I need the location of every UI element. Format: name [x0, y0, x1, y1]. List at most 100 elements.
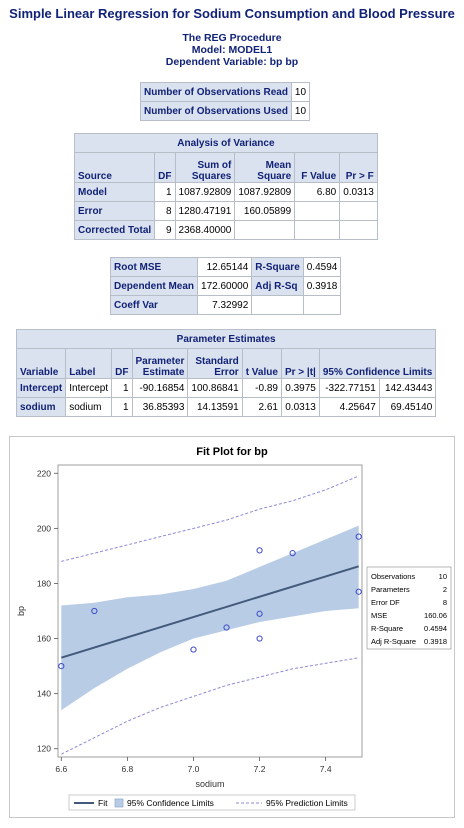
y-tick-label: 160	[37, 634, 51, 644]
table-row: Intercept Intercept 1 -90.16854 100.8684…	[15, 378, 437, 398]
inset-stat-value: 2	[443, 585, 447, 594]
data-point	[256, 610, 263, 617]
col-header-estimate: Parameter Estimate	[131, 348, 189, 379]
anova-df: 8	[154, 201, 176, 221]
anova-caption: Analysis of Variance	[74, 133, 378, 153]
data-point	[256, 635, 263, 642]
fit-stat-value: 0.4594	[302, 257, 342, 277]
confidence-band	[61, 525, 359, 711]
fit-stat-label: Dependent Mean	[109, 276, 199, 296]
fit-plot-panel: Fit Plot for bp 120 140 160 180 200 220 6.6 6.8…	[9, 436, 455, 818]
obs-read-label: Number of Observations Read	[140, 82, 292, 102]
data-point	[223, 624, 230, 631]
legend-fit-label: Fit	[98, 798, 108, 808]
param-label: sodium	[65, 397, 113, 417]
fit-stat-value: 172.60000	[197, 276, 253, 296]
table-header-row: Variable Label DF Parameter Estimate Stan…	[15, 348, 437, 379]
legend-ci-swatch	[114, 798, 124, 808]
col-header-std-error: Standard Error	[187, 348, 243, 379]
fit-stat-label: Root MSE	[109, 257, 199, 277]
param-upper-limit: 69.45140	[378, 397, 437, 417]
table-row: Number of Observations Used 10	[140, 101, 311, 121]
anova-p	[339, 220, 378, 240]
param-estimate: -90.16854	[131, 378, 189, 398]
col-header-df: DF	[154, 152, 176, 183]
col-header-prt: Pr > |t|	[280, 348, 320, 379]
observations-table: Number of Observations Read 10 Number of…	[140, 82, 311, 121]
anova-f: 6.80	[294, 182, 341, 202]
param-std-error: 14.13591	[187, 397, 243, 417]
procedure-name: The REG Procedure	[182, 32, 282, 44]
col-header-confidence-limits: 95% Confidence Limits	[318, 348, 437, 379]
param-lower-limit: -322.77151	[318, 378, 380, 398]
param-pvalue: 0.0313	[280, 397, 320, 417]
parameter-estimates-table: Parameter Estimates Variable Label DF Pa…	[15, 329, 437, 417]
inset-stat-value: 10	[439, 572, 447, 581]
fit-stat-empty	[251, 295, 304, 315]
data-point	[289, 550, 296, 557]
chart-title: Fit Plot for bp	[196, 446, 268, 458]
inset-stat-label: Error DF	[371, 598, 400, 607]
inset-stat-label: R-Square	[371, 624, 403, 633]
param-std-error: 100.86841	[187, 378, 243, 398]
inset-stat-label: Observations	[371, 572, 415, 581]
fit-stat-label: Adj R-Sq	[251, 276, 304, 296]
table-row: Coeff Var 7.32992	[109, 295, 342, 315]
model-name: Model: MODEL1	[191, 44, 273, 56]
param-tvalue: -0.89	[241, 378, 282, 398]
y-axis-label: bp	[16, 606, 26, 616]
col-header-label: Label	[65, 348, 113, 379]
table-row: Dependent Mean 172.60000 Adj R-Sq 0.3918	[109, 276, 342, 296]
param-estimate: 36.85393	[131, 397, 189, 417]
fit-stat-value: 7.32992	[197, 295, 253, 315]
y-tick-label: 120	[37, 744, 51, 754]
param-label: Intercept	[65, 378, 113, 398]
anova-ss: 1280.47191	[174, 201, 236, 221]
anova-ss: 2368.40000	[174, 220, 236, 240]
fit-stat-label: R-Square	[251, 257, 304, 277]
data-point	[58, 662, 65, 670]
x-tick-label: 7.2	[254, 764, 266, 774]
y-tick-label: 140	[37, 689, 51, 699]
param-df: 1	[111, 378, 133, 398]
chart-legend: Fit 95% Confidence Limits 95% Prediction…	[68, 794, 356, 811]
inset-stat-value: 0.4594	[424, 624, 447, 633]
table-row: sodium sodium 1 36.85393 14.13591 2.61 0…	[15, 397, 437, 417]
col-header-ss: Sum of Squares	[174, 152, 236, 183]
fit-stat-empty	[302, 295, 342, 315]
fit-stat-value: 0.3918	[302, 276, 342, 296]
procedure-header: The REG Procedure Model: MODEL1 Dependen…	[0, 32, 464, 68]
y-tick-label: 220	[37, 468, 51, 478]
table-row: Root MSE 12.65144 R-Square 0.4594	[109, 257, 342, 277]
statistics-inset: Observations 10 Parameters 2 Error DF 8 MSE 160…	[366, 566, 452, 650]
anova-df: 1	[154, 182, 176, 202]
col-header-variable: Variable	[15, 348, 67, 379]
fit-statistics-table: Root MSE 12.65144 R-Square 0.4594 Depend…	[109, 257, 342, 315]
anova-ms: 1087.92809	[234, 182, 296, 202]
prediction-limit-lower	[61, 657, 359, 755]
x-tick-label: 6.6	[55, 764, 67, 774]
param-upper-limit: 142.43443	[378, 378, 437, 398]
y-tick-label: 180	[37, 578, 51, 588]
anova-ss: 1087.92809	[174, 182, 236, 202]
inset-stat-value: 160.06	[424, 611, 447, 620]
anova-source: Error	[73, 201, 156, 221]
inset-stat-label: MSE	[371, 611, 387, 620]
inset-stat-label: Parameters	[371, 585, 410, 594]
dependent-variable: Dependent Variable: bp bp	[165, 56, 299, 68]
obs-used-label: Number of Observations Used	[140, 101, 292, 121]
table-row: Corrected Total 9 2368.40000	[73, 220, 378, 240]
anova-source: Model	[73, 182, 156, 202]
table-header-row: Source DF Sum of Squares Mean Square F Val…	[73, 152, 378, 183]
x-tick-label: 7.0	[188, 764, 200, 774]
param-variable: Intercept	[15, 378, 67, 398]
table-caption-row: Analysis of Variance	[74, 133, 378, 153]
data-point	[355, 533, 362, 540]
anova-p: 0.0313	[339, 182, 378, 202]
obs-read-value: 10	[290, 82, 311, 102]
param-df: 1	[111, 397, 133, 417]
table-row: Error 8 1280.47191 160.05899	[73, 201, 378, 221]
anova-p	[339, 201, 378, 221]
table-caption-row: Parameter Estimates	[15, 329, 437, 349]
y-tick-label: 200	[37, 523, 51, 533]
